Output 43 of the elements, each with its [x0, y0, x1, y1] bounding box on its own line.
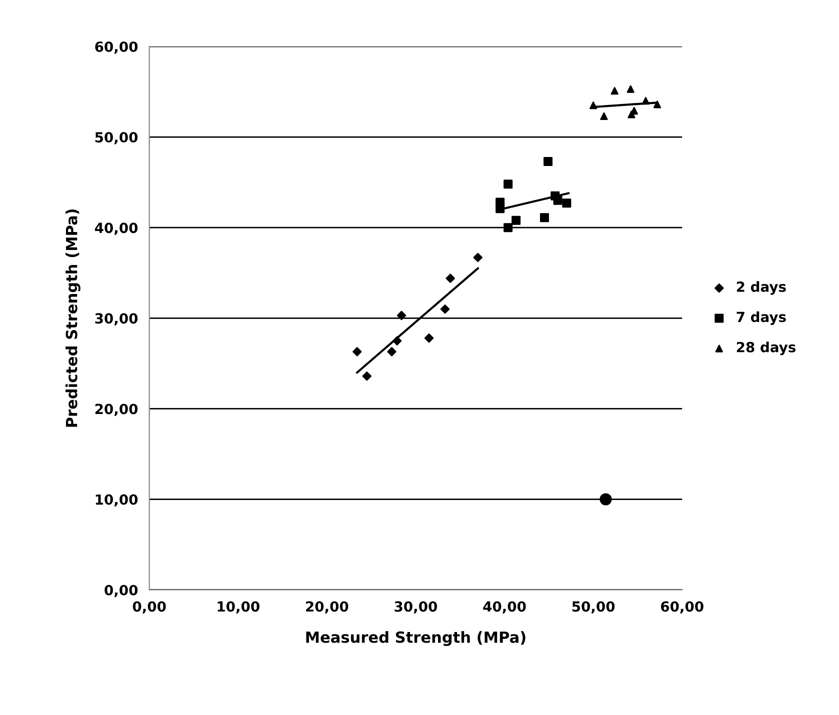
- point: [392, 336, 402, 346]
- y-tick-label: 40,00: [94, 222, 138, 235]
- point: [544, 156, 553, 166]
- point: [396, 310, 406, 320]
- point: [610, 87, 618, 95]
- point: [562, 198, 572, 208]
- point: [352, 347, 362, 356]
- point: [362, 372, 372, 381]
- point: [512, 216, 521, 225]
- x-tick-label: 0,00: [132, 601, 166, 614]
- point: [590, 102, 598, 110]
- point: [387, 347, 396, 356]
- point: [600, 112, 608, 120]
- point: [440, 304, 450, 314]
- y-tick-label: 10,00: [96, 494, 138, 507]
- legend-label: 28 days: [736, 342, 796, 356]
- point: [424, 333, 434, 343]
- y-tick-label: 20,00: [95, 404, 138, 416]
- point: [496, 204, 505, 214]
- x-tick-label: 50,00: [572, 601, 615, 614]
- point: [653, 100, 662, 108]
- point: [642, 97, 650, 105]
- x-tick-label: 40,00: [483, 601, 526, 614]
- x-tick-label: 10,00: [218, 601, 260, 614]
- y-axis-title: Predicted Strength (MPa): [66, 209, 80, 427]
- point: [540, 213, 549, 222]
- x-tick-label: 60,00: [661, 601, 704, 614]
- point: [553, 196, 562, 205]
- x-axis-title: Measured Strength (MPa): [306, 631, 526, 646]
- point: [600, 493, 612, 506]
- y-tick-label: 50,00: [95, 132, 138, 144]
- point: [626, 85, 634, 93]
- y-tick-label: 0,00: [104, 584, 138, 598]
- point: [504, 223, 513, 232]
- x-tick-label: 30,00: [394, 601, 438, 614]
- legend-label: 2 days: [736, 281, 786, 295]
- y-tick-label: 60,00: [95, 41, 138, 54]
- point: [473, 252, 483, 262]
- point: [446, 274, 455, 283]
- point: [504, 180, 513, 189]
- y-tick-label: 30,00: [95, 313, 138, 326]
- legend-label: 7 days: [736, 311, 786, 325]
- x-tick-label: 20,00: [306, 601, 348, 614]
